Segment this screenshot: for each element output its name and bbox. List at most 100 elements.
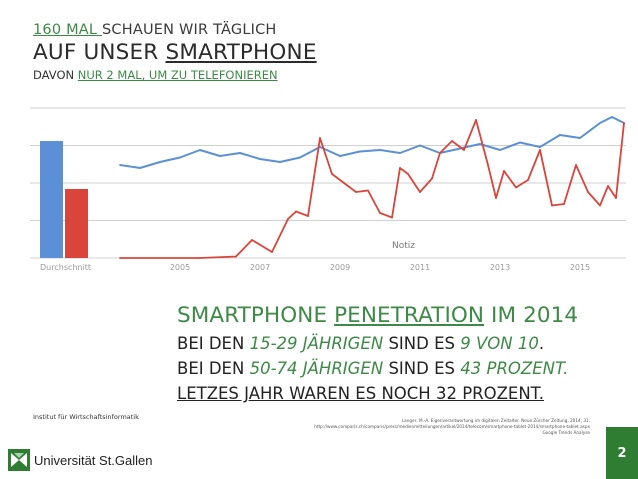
data-point-red: [451, 140, 453, 142]
x-tick-label: 2007: [250, 263, 270, 272]
data-point-red: [399, 167, 401, 169]
data-point-red: [599, 204, 601, 207]
headline-line-1: BEI DEN 15-29 JÄHRIGEN SIND ES 9 VON 10.: [177, 334, 578, 353]
data-point-blue: [179, 156, 181, 159]
h1b: 15-29 JÄHRIGEN: [249, 334, 384, 353]
data-point-red: [379, 212, 381, 214]
x-tick-label: 2009: [330, 263, 350, 272]
data-point-blue: [299, 156, 301, 159]
data-point-red: [527, 179, 529, 181]
data-point-blue: [259, 158, 261, 160]
title-block: 160 MAL SCHAUEN WIR TÄGLICH AUF UNSER SM…: [33, 22, 317, 82]
h1c: SIND ES: [383, 334, 461, 353]
h1e: .: [538, 334, 545, 353]
data-point-red: [367, 189, 369, 192]
data-point-red: [587, 191, 589, 193]
data-point-red: [199, 257, 201, 259]
data-point-blue: [199, 149, 201, 151]
note-label: Notiz: [392, 241, 415, 251]
data-point-red: [407, 173, 409, 175]
data-point-blue: [139, 167, 141, 169]
data-point-blue: [419, 144, 421, 147]
title-line-1-rest: SCHAUEN WIR TÄGLICH: [102, 22, 277, 38]
headline-title-ul: PENETRATION: [334, 303, 485, 328]
data-point-red: [539, 149, 541, 151]
h2b: 50-74 JÄHRIGEN: [249, 359, 384, 378]
institute-label: Institut für Wirtschaftsinformatik: [33, 413, 139, 421]
average-bars: [40, 141, 88, 258]
series-line-blue: [119, 116, 625, 169]
data-point-blue: [399, 152, 401, 154]
data-point-blue: [359, 150, 361, 153]
x-tick-label: 2013: [490, 263, 510, 272]
data-point-blue: [559, 134, 561, 136]
headline-title: SMARTPHONE PENETRATION IM 2014: [177, 303, 578, 328]
title-highlight-count: 160 MAL: [33, 22, 103, 38]
data-point-red: [475, 119, 477, 121]
data-point-red: [119, 257, 121, 259]
source-line-2: http://www.comparis.ch/comparis/press/me…: [314, 424, 590, 429]
title-line-2-pre: AUF UNSER: [33, 40, 166, 65]
subtitle-highlight: NUR 2 MAL, UM ZU TELEFONIEREN: [77, 68, 278, 82]
data-point-blue: [519, 141, 521, 144]
data-point-red: [551, 204, 553, 207]
data-point-red: [319, 137, 321, 139]
x-tick-label: 2011: [410, 263, 430, 272]
h2a: BEI DEN: [177, 359, 250, 378]
data-point-red: [419, 191, 421, 193]
headline-block: SMARTPHONE PENETRATION IM 2014 BEI DEN 1…: [177, 303, 578, 403]
x-tick-label: 2015: [570, 263, 590, 272]
headline-title-post: IM 2014: [484, 303, 579, 328]
x-axis: Durchschnitt 2005 2007 2009 2011 2013 2015 Noti…: [40, 241, 590, 272]
data-point-blue: [279, 161, 281, 163]
chart-lines: [119, 116, 625, 259]
data-point-red: [307, 215, 309, 217]
average-bar-red: [65, 189, 88, 258]
title-line-1: 160 MAL SCHAUEN WIR TÄGLICH: [33, 22, 317, 38]
h1d: 9 VON 10: [460, 334, 539, 353]
data-point-red: [623, 122, 625, 124]
data-point-blue: [119, 164, 121, 166]
data-point-red: [615, 197, 617, 199]
data-point-red: [355, 191, 357, 193]
h2d: 43 PROZENT.: [460, 359, 569, 378]
chart-gridlines: [30, 107, 626, 259]
h1a: BEI DEN: [177, 334, 250, 353]
subtitle: DAVON NUR 2 MAL, UM ZU TELEFONIEREN: [33, 68, 317, 82]
data-point-red: [439, 152, 441, 154]
data-point-red: [487, 164, 489, 166]
headline-title-pre: SMARTPHONE: [177, 303, 335, 328]
h2c: SIND ES: [383, 359, 461, 378]
data-point-blue: [159, 161, 161, 163]
data-point-red: [463, 149, 465, 151]
data-point-blue: [611, 116, 613, 118]
data-point-red: [235, 255, 237, 258]
data-point-blue: [339, 155, 341, 157]
university-logo: Universität St.Gallen: [8, 449, 153, 471]
data-point-red: [271, 251, 273, 253]
university-name: Universität St.Gallen: [34, 452, 153, 468]
data-point-red: [295, 210, 297, 213]
title-line-2-smartphone: SMARTPHONE: [165, 40, 317, 65]
data-point-blue: [599, 122, 601, 124]
series-line-red: [120, 119, 625, 259]
data-point-red: [287, 218, 289, 220]
data-point-red: [563, 203, 565, 205]
trend-chart: Durchschnitt 2005 2007 2009 2011 2013 2015 Noti…: [30, 107, 626, 272]
hsg-logo-icon: [8, 449, 30, 471]
data-point-red: [391, 216, 393, 219]
subtitle-pre: DAVON: [33, 68, 78, 82]
x-tick-label: 2005: [170, 263, 190, 272]
data-point-red: [503, 170, 505, 172]
page-number: 2: [606, 427, 638, 479]
data-point-red: [575, 164, 577, 166]
title-line-2: AUF UNSER SMARTPHONE: [33, 40, 317, 65]
data-point-red: [331, 173, 333, 175]
data-point-blue: [239, 152, 241, 154]
data-point-blue: [539, 146, 541, 148]
data-point-blue: [499, 149, 501, 151]
data-point-blue: [579, 137, 581, 139]
average-label: Durchschnitt: [40, 263, 91, 272]
source-citation: Langer, M.-A. Eigenverantwortung im digi…: [210, 418, 590, 436]
data-point-blue: [379, 149, 381, 151]
